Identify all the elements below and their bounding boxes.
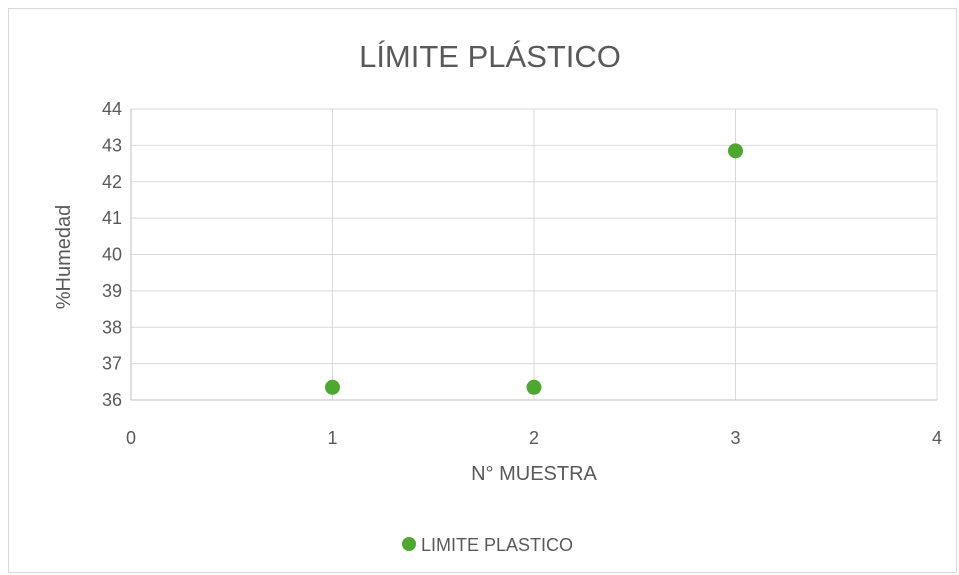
x-tick-label: 2 (529, 428, 539, 448)
y-tick-label: 36 (102, 390, 122, 410)
y-tick-label: 41 (102, 208, 122, 228)
y-tick-label: 42 (102, 172, 122, 192)
data-point (326, 380, 340, 394)
y-axis-label: %Humedad (53, 205, 75, 310)
chart-title: LÍMITE PLÁSTICO (359, 39, 621, 74)
data-point (729, 144, 743, 158)
x-axis-label: N° MUESTRA (471, 463, 597, 485)
y-tick-label: 39 (102, 281, 122, 301)
y-tick-label: 38 (102, 317, 122, 337)
y-tick-label: 37 (102, 354, 122, 374)
legend-label: LIMITE PLASTICO (421, 535, 573, 555)
data-point (527, 380, 541, 394)
y-tick-label: 43 (102, 135, 122, 155)
x-tick-label: 1 (327, 428, 337, 448)
grid-lines (131, 109, 937, 400)
tick-labels: 36 37 38 39 40 41 42 43 44 0 1 2 3 4 (102, 99, 942, 448)
y-tick-label: 40 (102, 245, 122, 265)
y-tick-label: 44 (102, 99, 122, 119)
legend: LIMITE PLASTICO (402, 535, 573, 555)
x-tick-label: 3 (730, 428, 740, 448)
legend-marker (402, 537, 416, 551)
x-tick-label: 4 (932, 428, 942, 448)
x-tick-label: 0 (126, 428, 136, 448)
